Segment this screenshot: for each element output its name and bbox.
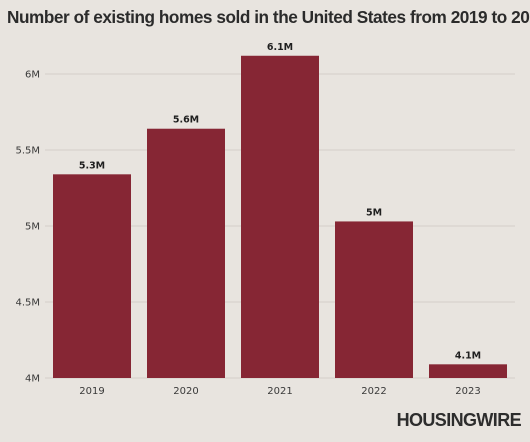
x-tick-label: 2019	[79, 386, 104, 397]
y-tick-label: 4.5M	[15, 298, 40, 309]
bar-2023	[429, 364, 507, 378]
y-tick-label: 4M	[25, 374, 40, 385]
bar-2022	[335, 221, 413, 378]
bar-2021	[241, 55, 319, 378]
x-axis-tick-labels: 2019 2020 2021 2022 2023	[79, 386, 480, 397]
chart-title: Number of existing homes sold in the Uni…	[7, 7, 530, 27]
data-labels: 5.3M 5.6M 6.1M 5M 4.1M	[79, 42, 481, 362]
data-label: 4.1M	[455, 350, 481, 361]
bars	[53, 55, 507, 378]
x-tick-label: 2021	[267, 386, 292, 397]
x-tick-label: 2022	[361, 386, 386, 397]
y-axis-tick-labels: 4M 4.5M 5M 5.5M 6M	[15, 70, 40, 385]
y-tick-label: 5.5M	[15, 146, 40, 157]
x-tick-label: 2020	[173, 386, 198, 397]
housingwire-logo: HOUSINGWIRE	[396, 410, 522, 430]
data-label: 5.6M	[173, 115, 199, 126]
y-tick-label: 6M	[25, 70, 40, 81]
data-label: 5.3M	[79, 160, 105, 171]
data-label: 6.1M	[267, 42, 293, 53]
data-label: 5M	[366, 207, 382, 218]
y-tick-label: 5M	[25, 222, 40, 233]
bar-2020	[147, 128, 225, 378]
bar-2019	[53, 174, 131, 378]
x-tick-label: 2023	[455, 386, 480, 397]
